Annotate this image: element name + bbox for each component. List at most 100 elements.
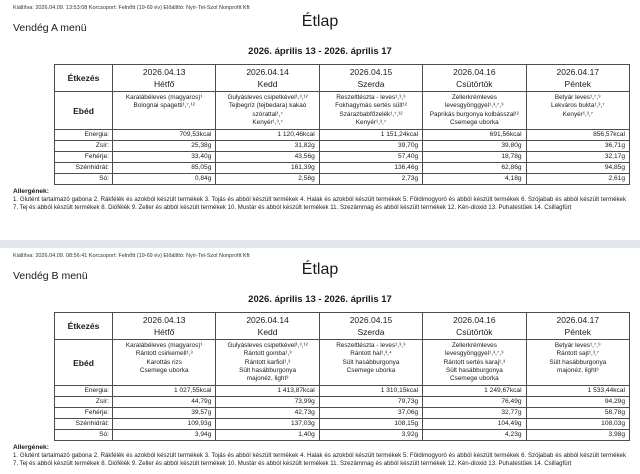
allergens-text: 1. Glutént tartalmazó gabona 2. Rákfélék… xyxy=(13,452,626,468)
menu-item-line: Fokhagymás sertés sült¹² xyxy=(335,102,407,110)
menu-table-grid: Étkezés 2026.04.13 Hétfő 2026.04.14 Kedd 2026… xyxy=(54,312,631,442)
day-name: Csütörtök xyxy=(456,327,493,337)
menu-item-line: Bolognai spagetti¹,⁷,¹² xyxy=(133,102,195,110)
nutrition-value: 3,94g xyxy=(111,429,217,442)
nutrition-value: 108,03g xyxy=(525,418,631,431)
date-range: 2026. április 13 - 2026. április 17 xyxy=(248,46,392,57)
menu-item-line: Zellerkrémleves xyxy=(451,342,497,349)
day-name: Kedd xyxy=(257,327,278,337)
menu-table: Étkezés 2026.04.13 Hétfő 2026.04.14 Kedd 2026… xyxy=(0,64,640,186)
nutrition-value: 137,03g xyxy=(215,418,320,431)
meal-row-label: Ebéd xyxy=(54,90,113,131)
table-header-row: Étkezés 2026.04.13 Hétfő 2026.04.14 Kedd 2026… xyxy=(54,312,631,340)
nutrition-value: 136,46g xyxy=(318,162,424,175)
nutrition-value: 709,53kcal xyxy=(111,129,217,142)
day-name: Kedd xyxy=(257,79,278,89)
day-name: Péntek xyxy=(564,79,592,89)
nutrition-value: 1,40g xyxy=(215,429,320,442)
nutrition-value: 94,85g xyxy=(525,162,631,175)
menu-item-line: Sült hasábburgonya xyxy=(342,358,400,366)
menu-item-line: Sült hasábburgonya xyxy=(239,366,297,374)
menu-item-line: Csemege uborka xyxy=(450,118,499,126)
meal-items-cell: Betyár leves¹,⁷,⁹ Rántott sajt¹,³,⁷ Sült h… xyxy=(525,338,631,387)
day-date: 2026.04.14 xyxy=(246,315,289,325)
nutrition-label: Zsír: xyxy=(54,396,113,409)
meal-column-header: Étkezés xyxy=(54,312,113,340)
nutrition-value: 42,73g xyxy=(215,407,320,420)
issued-line: Kiállítva: 2026.04.09. 13:53:08 Korcsopo… xyxy=(13,5,250,11)
menu-item-line: Kenyér¹,³,⁷ xyxy=(562,110,593,118)
nutrition-value: 39,57g xyxy=(111,407,217,420)
menu-item-line: Paprikás burgonya kolbásszal¹² xyxy=(429,110,519,118)
nutrition-value: 39,80g xyxy=(422,140,527,153)
nutrition-value: 2,73g xyxy=(318,173,424,186)
menu-item-line: Csemege uborka xyxy=(139,366,189,374)
day-date: 2026.04.14 xyxy=(246,67,289,77)
day-header-cell: 2026.04.17 Péntek xyxy=(525,312,631,340)
nutrition-row: Szénhidrát: 85,05g 161,39g 136,46g 62,86g 94,… xyxy=(54,162,631,175)
meal-row: Ebéd Karalábéleves (magyaros)¹ Bolognai sp… xyxy=(54,90,631,131)
table-header-row: Étkezés 2026.04.13 Hétfő 2026.04.14 Kedd 2026… xyxy=(54,64,631,92)
nutrition-value: 1 120,46kcal xyxy=(215,129,320,142)
nutrition-value: 4,23g xyxy=(422,429,527,442)
meal-items-cell: Zellerkrémleves levesgyönggyel¹,³,⁷,⁹ Ránt… xyxy=(422,338,527,387)
menu-item-line: szórattal¹,⁷ xyxy=(252,110,283,118)
nutrition-value: 57,40g xyxy=(318,151,424,164)
nutrition-value: 39,70g xyxy=(318,140,424,153)
meal-items-cell: Reszelttészta - leves¹,³,⁹ Fokhagymás ser… xyxy=(318,90,424,131)
menu-item-line: levesgyönggyel¹,³,⁷,⁹ xyxy=(445,102,504,110)
meal-items-cell: Karalábéleves (magyaros)¹ Rántott csirkem… xyxy=(111,338,217,387)
menu-item-line: Csemege uborka xyxy=(450,375,499,383)
menu-item-line: Kenyér¹,³,⁷ xyxy=(252,118,283,126)
page-title: Étlap xyxy=(301,13,339,30)
page-menu-b: Kiállítva: 2026.04.09. 08:56:41 Korcsopo… xyxy=(0,248,640,474)
day-date: 2026.04.13 xyxy=(142,315,186,325)
nutrition-value: 0,84g xyxy=(111,173,217,186)
menu-item-line: Rántott karfiol¹,³ xyxy=(244,358,291,366)
day-header-cell: 2026.04.16 Csütörtök xyxy=(422,64,527,92)
menu-item-line: Karalábéleves (magyaros)¹ xyxy=(125,342,203,349)
day-header-cell: 2026.04.17 Péntek xyxy=(525,64,631,92)
nutrition-value: 33,40g xyxy=(111,151,217,164)
nutrition-row: Szénhidrát: 109,93g 137,03g 108,15g 104,49g 1… xyxy=(54,418,631,431)
menu-item-line: Zellerkrémleves xyxy=(451,94,497,101)
day-date: 2026.04.16 xyxy=(453,315,496,325)
nutrition-value: 37,06g xyxy=(318,407,424,420)
nutrition-value: 1 151,24kcal xyxy=(318,129,424,142)
nutrition-row: Fehérje: 33,40g 43,56g 57,40g 18,78g 32,17g xyxy=(54,151,631,164)
menu-item-line: Csemege uborka xyxy=(346,366,396,374)
menu-name: Vendég B menü xyxy=(13,270,88,282)
nutrition-value: 104,49g xyxy=(422,418,527,431)
day-name: Hétfő xyxy=(154,327,175,337)
page-title: Étlap xyxy=(301,261,339,278)
nutrition-value: 36,71g xyxy=(525,140,631,153)
meal-row-label: Ebéd xyxy=(54,338,113,387)
nutrition-label: Só: xyxy=(54,173,113,186)
day-header-cell: 2026.04.14 Kedd xyxy=(215,312,320,340)
meal-row: Ebéd Karalábéleves (magyaros)¹ Rántott csi… xyxy=(54,338,631,387)
menu-item-line: Rántott csirkemell¹,³ xyxy=(135,350,193,358)
nutrition-value: 94,29g xyxy=(525,396,631,409)
nutrition-label: Szénhidrát: xyxy=(54,418,113,431)
menu-item-line: majonéz, light³ xyxy=(557,366,599,374)
nutrition-value: 161,39g xyxy=(215,162,320,175)
menu-item-line: Tejbegríz (tejbedara) kakaó xyxy=(228,102,307,110)
nutrition-value: 691,56kcal xyxy=(422,129,527,142)
menu-item-line: Gulyásleves csipetkével¹,³,¹² xyxy=(227,94,308,101)
nutrition-value: 31,82g xyxy=(215,140,320,153)
meal-items-cell: Betyár leves¹,⁷,⁹ Lekváros bukta¹,³,⁷ Keny… xyxy=(525,90,631,131)
menu-item-line: Betyár leves¹,⁷,⁹ xyxy=(554,342,601,349)
nutrition-value: 44,79g xyxy=(111,396,217,409)
day-header-cell: 2026.04.13 Hétfő xyxy=(111,64,217,92)
allergens-title: Allergének: xyxy=(13,188,49,196)
allergens-block: Allergének: 1. Glutént tartalmazó gabona… xyxy=(13,188,626,211)
nutrition-value: 62,86g xyxy=(422,162,527,175)
nutrition-row: Só: 3,94g 1,40g 3,92g 4,23g 3,98g xyxy=(54,429,631,442)
menu-item-line: Sült hasábburgonya xyxy=(549,358,607,366)
menu-item-line: Rántott hal¹,³,⁴ xyxy=(350,350,392,358)
day-date: 2026.04.16 xyxy=(453,67,496,77)
nutrition-value: 2,58g xyxy=(215,173,320,186)
nutrition-value: 25,38g xyxy=(111,140,217,153)
nutrition-value: 1 310,15kcal xyxy=(318,385,424,398)
